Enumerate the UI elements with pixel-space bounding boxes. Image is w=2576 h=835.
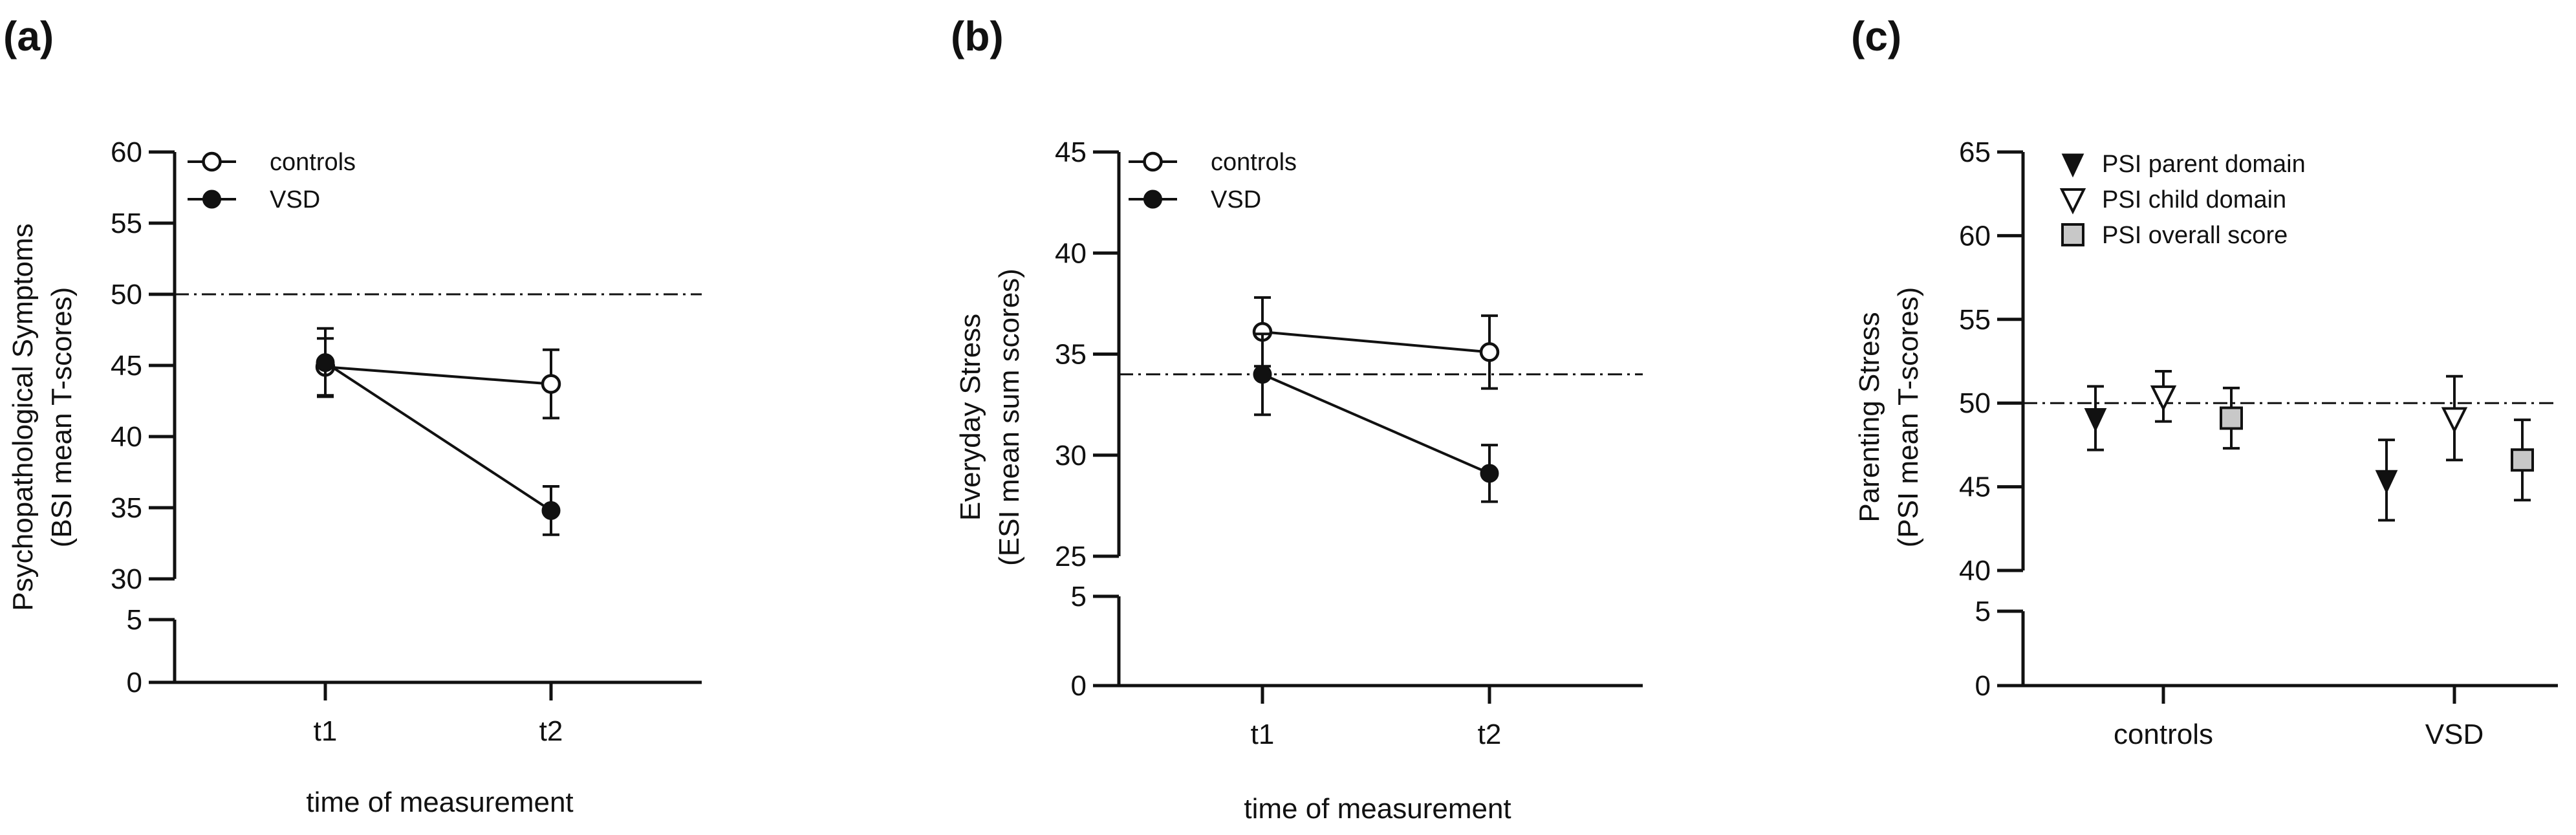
panel-b-plot: 25 30 35 40 45 0 5 t1 t2 controls VSD xyxy=(1055,136,1643,750)
panel-c-ytick-label: 5 xyxy=(1975,596,1991,627)
panel-c-xtick-label: VSD xyxy=(2425,719,2484,750)
panel-a-ytick-label: 55 xyxy=(111,208,142,239)
panel-a-ytick-label: 5 xyxy=(127,604,142,636)
panel-b-point-vsd xyxy=(1480,464,1499,483)
panel-b-ylabel-line1: Everyday Stress xyxy=(955,314,986,521)
panel-c-legend: PSI parent domain PSI child domain PSI ove… xyxy=(2059,151,2306,249)
panel-a-ylabel-line2: (BSI mean T-scores) xyxy=(46,287,78,548)
panel-c-ytick-label: 60 xyxy=(1959,220,1991,252)
panel-b-series-line-controls xyxy=(1262,331,1490,354)
legend-marker xyxy=(2061,223,2084,246)
panel-c-ytick-label: 50 xyxy=(1959,387,1991,419)
legend-marker xyxy=(1143,190,1162,209)
panel-c-point-psi-child-domain xyxy=(2150,385,2177,412)
panel-a-ytick-label: 40 xyxy=(111,421,142,453)
panel-b-ytick-label: 5 xyxy=(1071,581,1087,613)
panel-a-plot: 30 35 40 45 50 55 60 0 5 t1 t2 controls VSD xyxy=(111,136,702,747)
panel-b-ytick-label: 40 xyxy=(1055,237,1087,269)
panel-c: (c) Parenting Stress (PSI mean T-scores)… xyxy=(1851,13,2558,750)
panel-b: (b) Everyday Stress (ESI mean sum scores… xyxy=(951,13,1643,825)
panel-a-ytick-label: 50 xyxy=(111,279,142,310)
legend-marker xyxy=(202,190,221,209)
panel-c-point-psi-overall-score xyxy=(2220,406,2243,430)
panel-a-point-controls xyxy=(541,374,561,394)
panel-b-ytick-label: 30 xyxy=(1055,440,1087,472)
panel-b-legend: controls VSD xyxy=(1129,149,1297,213)
panel-c-ytick-label: 55 xyxy=(1959,304,1991,336)
legend-marker xyxy=(2061,153,2084,178)
panel-a-ytick-label: 0 xyxy=(127,667,142,699)
legend-label: PSI parent domain xyxy=(2102,151,2306,178)
panel-c-point-psi-parent-domain xyxy=(2375,470,2398,494)
legend-label: PSI child domain xyxy=(2102,186,2286,213)
legend-label: VSD xyxy=(270,186,320,213)
panel-c-point-psi-child-domain xyxy=(2441,407,2468,433)
panel-b-point-vsd xyxy=(1253,365,1272,384)
panel-b-ytick-label: 45 xyxy=(1055,136,1087,168)
panel-b-xlabel: time of measurement xyxy=(1244,793,1511,825)
panel-c-xtick-label: controls xyxy=(2114,719,2213,750)
panel-a-xlabel: time of measurement xyxy=(306,786,573,818)
panel-a-point-vsd xyxy=(316,353,335,373)
panel-a-ytick-label: 45 xyxy=(111,350,142,382)
panel-c-ytick-label: 0 xyxy=(1975,670,1991,702)
panel-b-tag: (b) xyxy=(951,13,1004,60)
panel-c-ytick-label: 40 xyxy=(1959,555,1991,587)
panel-b-ytick-label: 25 xyxy=(1055,541,1087,572)
panel-c-ytick-label: 45 xyxy=(1959,472,1991,503)
panel-a-xtick-label: t2 xyxy=(539,715,563,747)
panel-a-series-line-vsd xyxy=(324,361,552,512)
panel-c-tag: (c) xyxy=(1851,13,1901,60)
panel-c-point-psi-overall-score xyxy=(2511,448,2534,472)
panel-b-ytick-label: 0 xyxy=(1071,670,1087,702)
panel-a-tag: (a) xyxy=(3,13,54,60)
panel-a-ytick-label: 35 xyxy=(111,492,142,524)
panel-a-xtick-label: t1 xyxy=(314,715,338,747)
legend-marker xyxy=(202,151,222,172)
panel-b-ytick-label: 35 xyxy=(1055,339,1087,371)
panel-b-point-controls xyxy=(1479,342,1500,362)
panel-a-legend: controls VSD xyxy=(188,149,356,213)
panel-a-ytick-label: 30 xyxy=(111,563,142,595)
panel-c-point-psi-parent-domain xyxy=(2084,407,2107,433)
panel-a-point-vsd xyxy=(541,501,561,520)
panel-a-ytick-label: 60 xyxy=(111,136,142,168)
legend-marker xyxy=(2059,188,2086,215)
panel-b-series-line-vsd xyxy=(1262,373,1490,475)
legend-label: PSI overall score xyxy=(2102,222,2288,249)
panel-a-series-line-controls xyxy=(325,365,552,385)
panel-c-ylabel-line2: (PSI mean T-scores) xyxy=(1892,287,1924,548)
panel-b-ylabel-line2: (ESI mean sum scores) xyxy=(993,268,1025,566)
panel-a: (a) Psychopathological Symptoms (BSI mea… xyxy=(3,13,702,818)
panel-c-ytick-label: 65 xyxy=(1959,136,1991,168)
panel-c-plot: 40 45 50 55 60 65 0 5 controls VSD PSI parent doma… xyxy=(1959,136,2558,750)
legend-label: controls xyxy=(1211,149,1297,176)
legend-label: VSD xyxy=(1211,186,1261,213)
legend-label: controls xyxy=(270,149,356,176)
legend-marker xyxy=(1143,151,1163,172)
panel-b-xtick-label: t2 xyxy=(1478,719,1502,750)
panel-b-xtick-label: t1 xyxy=(1251,719,1275,750)
panel-a-ylabel-line1: Psychopathological Symptoms xyxy=(7,223,39,611)
panel-c-ylabel-line1: Parenting Stress xyxy=(1854,312,1885,522)
